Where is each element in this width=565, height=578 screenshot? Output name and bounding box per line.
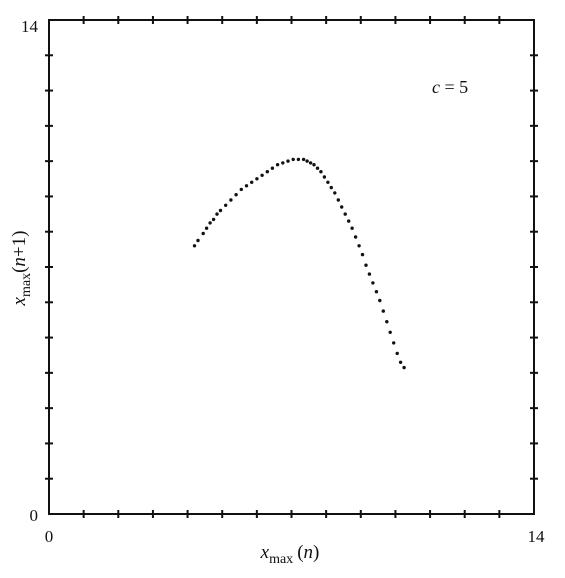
data-point [196,238,200,243]
data-point [350,226,354,230]
x-axis-var: x [260,542,270,563]
parameter-value: = 5 [440,77,468,97]
y-axis-arg-open: ( [9,267,30,273]
data-point [281,161,285,165]
data-point [244,184,249,188]
x-axis-arg-close: ) [313,542,319,563]
data-point [192,244,197,248]
data-point [371,281,375,285]
data-point [255,177,259,181]
data-point [204,226,209,230]
tick-marks [45,16,538,518]
y-axis-title: xmax(n+1) [9,231,34,307]
y-axis-arg: n [9,257,30,267]
y-axis-arg-plus: +1 [9,237,30,257]
data-point [286,159,290,163]
data-point [312,163,316,167]
data-point [322,175,327,179]
x-tick-label-min: 0 [45,527,54,546]
data-point [208,221,212,225]
data-point [211,217,216,222]
y-axis-arg-close: ) [9,231,30,237]
data-point [329,185,333,190]
data-point [215,212,219,216]
y-tick-label-max: 14 [21,17,39,36]
data-point [374,290,379,294]
data-point [364,263,368,267]
data-point [319,170,323,174]
data-point [201,231,205,236]
data-point [270,166,275,170]
data-point [234,193,238,197]
data-point [275,163,280,167]
y-axis-title-group: xmax(n+1) [9,231,34,307]
x-axis-title: xmax (n) [260,542,320,567]
x-axis-subscript: max [269,552,293,567]
data-points [192,157,406,370]
data-point [343,212,347,216]
x-axis-arg-open: ( [297,542,303,563]
data-point [385,320,389,324]
data-point [224,203,228,207]
data-point [315,166,320,170]
y-axis-subscript: max [19,273,34,297]
data-point [340,205,344,209]
data-point [301,157,306,162]
data-point [265,170,269,174]
data-point [291,157,295,162]
y-tick-label-min: 0 [30,506,39,525]
parameter-var: c [432,77,440,97]
data-point [239,187,243,192]
x-tick-label-max: 14 [528,527,546,546]
data-point [218,208,223,213]
data-point [392,341,396,345]
data-point [347,219,351,223]
data-point [296,157,301,162]
data-point [398,360,403,364]
x-axis-arg: n [304,542,314,563]
data-point [388,330,392,334]
data-point [367,272,372,276]
data-point [326,180,330,184]
data-point [305,159,309,163]
data-point [402,365,406,370]
data-point [381,309,385,313]
data-point [336,198,340,202]
data-point [395,351,399,356]
data-point [378,298,382,303]
data-point [360,252,365,257]
data-point [260,173,264,177]
data-point [357,244,361,248]
data-point [308,161,313,165]
data-point [333,191,337,195]
y-axis-var: x [9,296,30,306]
data-point [250,180,254,184]
data-point [353,235,358,239]
parameter-annotation: c = 5 [432,77,468,97]
data-point [229,198,233,202]
